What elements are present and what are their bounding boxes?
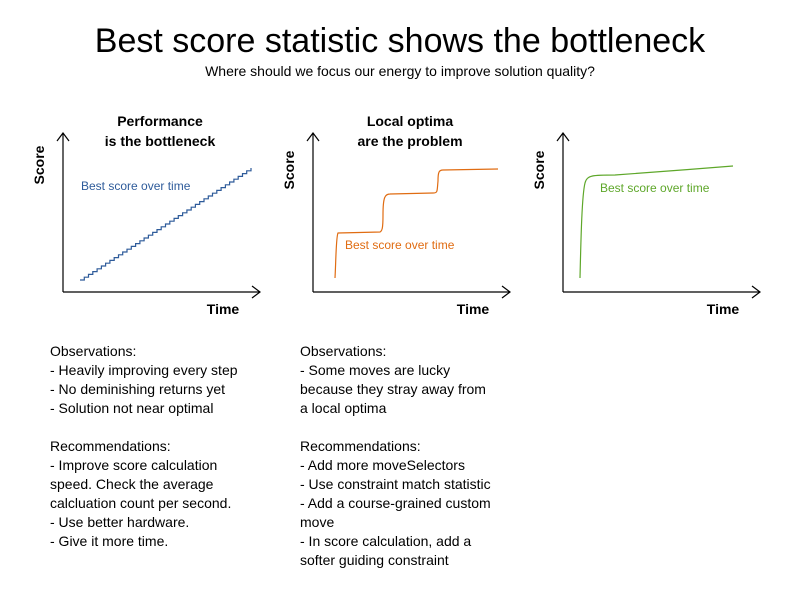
panel-2-heading-line-2: are the problem xyxy=(357,133,463,149)
section-spacer xyxy=(50,418,280,437)
observation-line: because they stray away from xyxy=(300,381,486,397)
recommendation-line: - Add a course-grained custom xyxy=(300,495,491,511)
observation-line: a local optima xyxy=(300,400,387,416)
panel-2-series-label: Best score over time xyxy=(345,238,455,252)
panel-3-chart: Score Time Best score over time xyxy=(531,132,761,317)
recommendation-line: - In score calculation, add a xyxy=(300,533,472,549)
observation-line: - Solution not near optimal xyxy=(50,400,214,416)
section-spacer xyxy=(300,418,530,437)
recommendation-line: - Give it more time. xyxy=(50,533,169,549)
panel-2-heading: Local optima are the problem xyxy=(310,111,510,151)
panel-2-best-score-line xyxy=(334,168,499,279)
panel-1-best-score-line xyxy=(80,168,252,281)
observation-line: - Some moves are lucky xyxy=(300,362,451,378)
x-axis xyxy=(63,285,261,299)
observation-line: - Heavily improving every step xyxy=(50,362,238,378)
recommendation-line: - Add more moveSelectors xyxy=(300,457,465,473)
x-axis xyxy=(313,285,511,299)
x-axis-label: Time xyxy=(457,301,490,317)
x-axis-label: Time xyxy=(707,301,740,317)
y-axis xyxy=(56,132,70,292)
recommendation-line: - Use better hardware. xyxy=(50,514,190,530)
y-axis xyxy=(306,132,320,292)
y-axis-label: Score xyxy=(31,145,47,184)
panel-1-heading: Performance is the bottleneck xyxy=(60,111,260,151)
panel-1-chart: Score Time Best score over time xyxy=(31,132,261,317)
recommendation-line: Recommendations: xyxy=(50,438,171,454)
observation-line: - No deminishing returns yet xyxy=(50,381,226,397)
recommendation-line: calcluation count per second. xyxy=(50,495,232,511)
panel-1-heading-line-1: Performance xyxy=(117,113,203,129)
panel-2-notes: Observations: - Some moves are lucky becau… xyxy=(300,342,530,570)
observation-line: Observations: xyxy=(50,343,137,359)
panel-2-heading-line-1: Local optima xyxy=(366,113,454,129)
panel-3-series-label: Best score over time xyxy=(600,181,710,195)
recommendation-line: softer guiding constraint xyxy=(300,552,449,568)
y-axis xyxy=(556,132,570,292)
recommendation-line: Recommendations: xyxy=(300,438,421,454)
recommendation-line: speed. Check the average xyxy=(50,476,214,492)
panel-2-chart: Score Time Best score over time xyxy=(281,132,511,317)
page-title: Best score statistic shows the bottlenec… xyxy=(94,22,706,60)
panel-1-notes: Observations: - Heavily improving every s… xyxy=(50,342,280,551)
x-axis-label: Time xyxy=(207,301,240,317)
panel-3-best-score-line xyxy=(579,165,734,279)
page-subtitle: Where should we focus our energy to impr… xyxy=(205,63,595,79)
y-axis-label: Score xyxy=(531,150,547,189)
recommendation-line: - Use constraint match statistic xyxy=(300,476,491,492)
panel-1-heading-line-2: is the bottleneck xyxy=(104,133,216,149)
x-axis xyxy=(563,285,761,299)
panel-1-series-label: Best score over time xyxy=(81,179,191,193)
y-axis-label: Score xyxy=(281,150,297,189)
recommendation-line: move xyxy=(300,514,335,530)
recommendation-line: - Improve score calculation xyxy=(50,457,218,473)
observation-line: Observations: xyxy=(300,343,387,359)
